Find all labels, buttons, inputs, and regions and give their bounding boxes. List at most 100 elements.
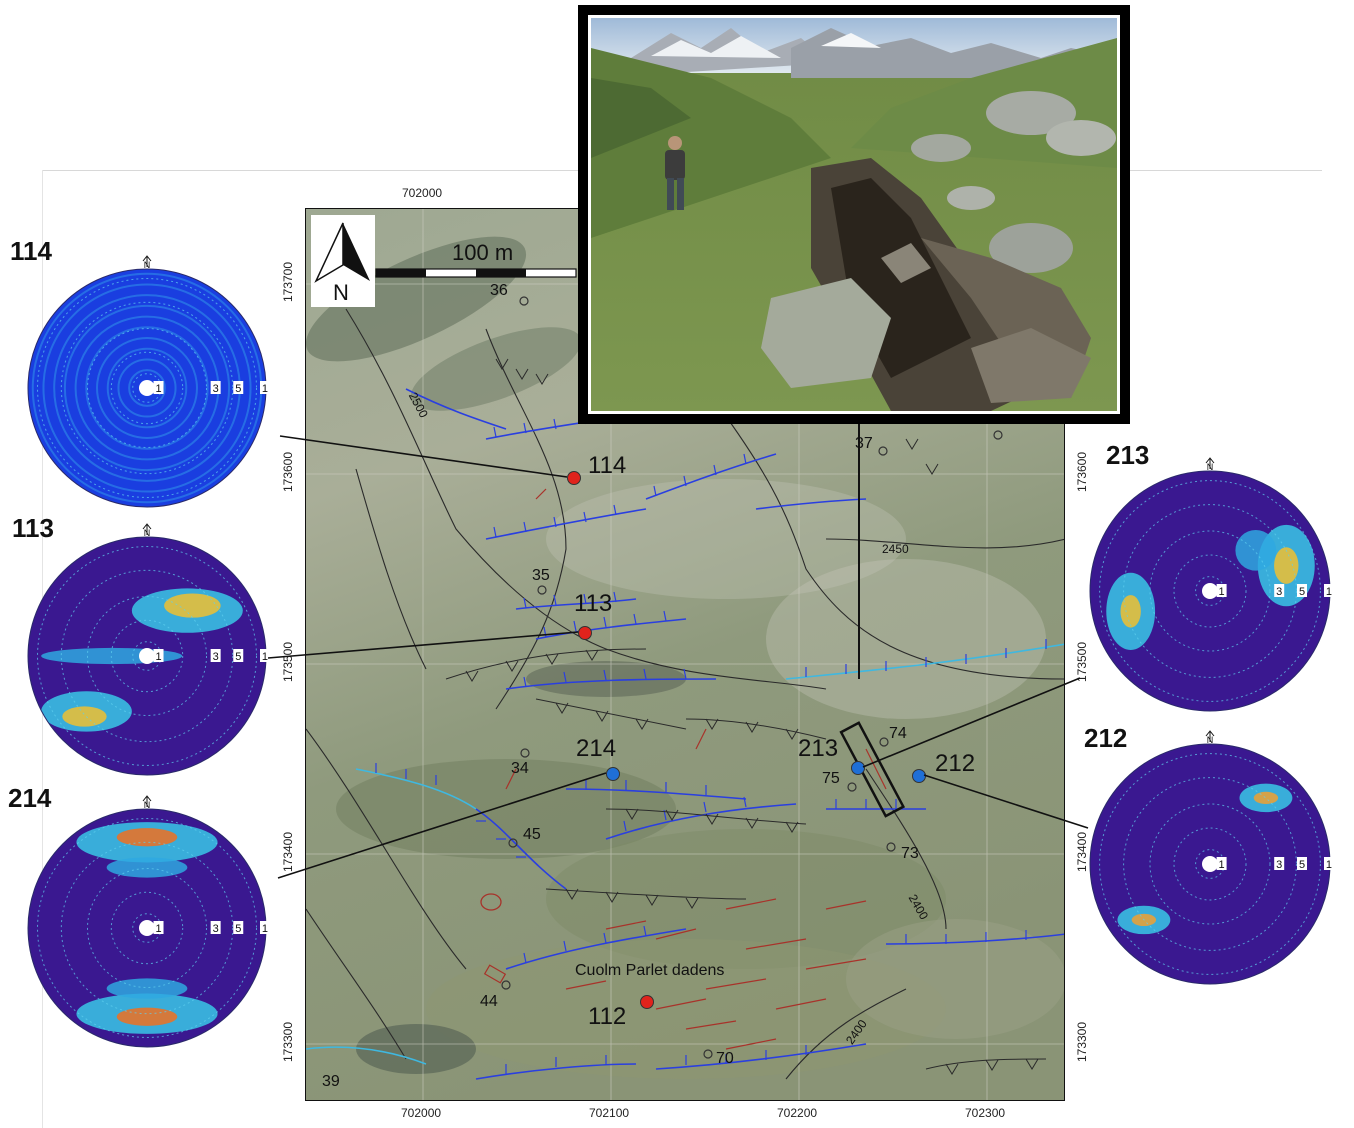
ring-label: 3 <box>213 651 219 663</box>
site-label-112: 112 <box>588 1003 627 1030</box>
stereonet-114[interactable]: N 1 3 5 10 <box>26 250 276 510</box>
ring-label-bg <box>1297 857 1307 870</box>
ring-label-bg <box>153 921 164 934</box>
ring-label: 10 <box>262 383 268 395</box>
ring-label: 10 <box>262 923 268 935</box>
ring-label: 3 <box>1276 586 1282 598</box>
x-tick-bottom: 702000 <box>401 1106 442 1120</box>
point-label: 75 <box>822 770 840 787</box>
stereonet-center <box>1202 856 1218 872</box>
ring-label-bg <box>1216 857 1227 870</box>
stereonet-label-212: 212 <box>1084 723 1128 753</box>
ring-label-bg <box>1274 584 1285 597</box>
stereonet-213[interactable]: N 1 3 5 10 <box>1088 452 1340 714</box>
ring-label: 1 <box>155 383 161 395</box>
point-label: 37 <box>855 435 873 452</box>
stereonet-svg: N 1 3 5 10 <box>1089 730 1340 985</box>
ring-label: 3 <box>213 923 219 935</box>
ring-label: 5 <box>1299 586 1305 598</box>
fracture-lines <box>505 488 887 1050</box>
ring-label: 5 <box>235 651 241 663</box>
point-label: 39 <box>322 1073 340 1090</box>
point-label: 73 <box>901 845 919 862</box>
survey-points <box>501 296 1003 1059</box>
counterscarp-ticks <box>465 358 1039 1075</box>
scarp-ticks <box>375 408 1047 1074</box>
x-tick-bottom: 702300 <box>965 1106 1006 1120</box>
point-label: 35 <box>532 567 550 584</box>
scale-bar-label: 100 m <box>452 240 514 265</box>
ring-label: 5 <box>235 923 241 935</box>
ring-label: 1 <box>155 923 161 935</box>
stereonet-label-113: 113 <box>12 513 54 543</box>
point-label: 45 <box>523 826 541 843</box>
ring-label: 1 <box>1219 586 1225 598</box>
site-marker-214[interactable] <box>606 767 620 781</box>
stereonet-north-label: N <box>1207 462 1214 472</box>
place-name: Cuolm Parlet dadens <box>575 962 725 979</box>
stereonet-svg: N 1 3 5 10 <box>27 523 276 776</box>
site-marker-112[interactable] <box>640 995 654 1009</box>
stereonet-label-213: 213 <box>1106 440 1150 470</box>
site-label-114: 114 <box>588 452 627 479</box>
counterscarp-lines <box>445 648 1047 1070</box>
site-marker-113[interactable] <box>578 626 592 640</box>
stereonet-center <box>139 920 155 936</box>
stereonet-north-label: N <box>144 528 151 538</box>
stereonet-center <box>1202 583 1218 599</box>
ring-label: 3 <box>1276 859 1282 871</box>
ring-label-bg <box>210 649 221 662</box>
ring-label: 1 <box>1219 859 1225 871</box>
north-arrow-right <box>343 223 370 281</box>
ring-label-bg <box>233 921 244 934</box>
ring-label-bg <box>210 381 221 394</box>
point-label: 34 <box>511 760 529 777</box>
x-tick-bottom: 702200 <box>777 1106 818 1120</box>
site-label-214: 214 <box>576 735 617 762</box>
stereonet-center <box>139 648 155 664</box>
ring-label-bg <box>1216 584 1227 597</box>
ring-label-bg <box>210 921 221 934</box>
ring-label: 5 <box>1299 859 1305 871</box>
ring-label-bg <box>1274 857 1285 870</box>
ring-label: 5 <box>235 383 241 395</box>
stereonet-113[interactable]: N 1 3 5 10 <box>26 518 276 778</box>
ring-label: 10 <box>1326 586 1332 598</box>
ring-label-bg <box>153 381 164 394</box>
stereonet-svg: N 1 3 5 10 <box>1089 457 1340 712</box>
stereonet-label-114: 114 <box>10 236 52 266</box>
stereonet-north-label: N <box>1207 735 1214 745</box>
stereonet-center <box>139 380 155 396</box>
photo-inset[interactable] <box>578 5 1130 424</box>
ring-label-bg <box>233 649 244 662</box>
stereonet-north-label: N <box>144 260 151 270</box>
point-label: 36 <box>490 282 508 299</box>
ring-label-bg <box>233 381 244 394</box>
stereonet-212[interactable]: N 1 3 5 10 <box>1088 725 1340 987</box>
point-label: 70 <box>716 1050 734 1067</box>
stereonet-214[interactable]: N 1 3 5 10 <box>26 790 276 1050</box>
stereonet-svg: N 1 3 5 10 <box>27 255 276 508</box>
field-photo <box>591 18 1117 411</box>
x-tick-top: 702000 <box>402 186 443 200</box>
contour-label: 2450 <box>882 542 909 556</box>
stereonet-north-label: N <box>144 800 151 810</box>
site-marker-114[interactable] <box>567 471 581 485</box>
point-label: 74 <box>889 725 907 742</box>
north-label: N <box>333 280 349 305</box>
ring-label: 1 <box>155 651 161 663</box>
site-label-213: 213 <box>798 735 839 762</box>
site-marker-213[interactable] <box>851 761 865 775</box>
scarp-lines <box>306 388 1064 1080</box>
ring-label: 10 <box>262 651 268 663</box>
stereonet-label-214: 214 <box>8 783 52 813</box>
site-label-212: 212 <box>935 750 976 777</box>
ring-label: 10 <box>1326 859 1332 871</box>
x-tick-bottom: 702100 <box>589 1106 630 1120</box>
sinkhole-box <box>839 721 906 818</box>
point-label: 44 <box>480 993 498 1010</box>
ring-label-bg <box>153 649 164 662</box>
scale-bar <box>375 268 577 278</box>
stereonet-svg: N 1 3 5 10 <box>27 795 276 1048</box>
